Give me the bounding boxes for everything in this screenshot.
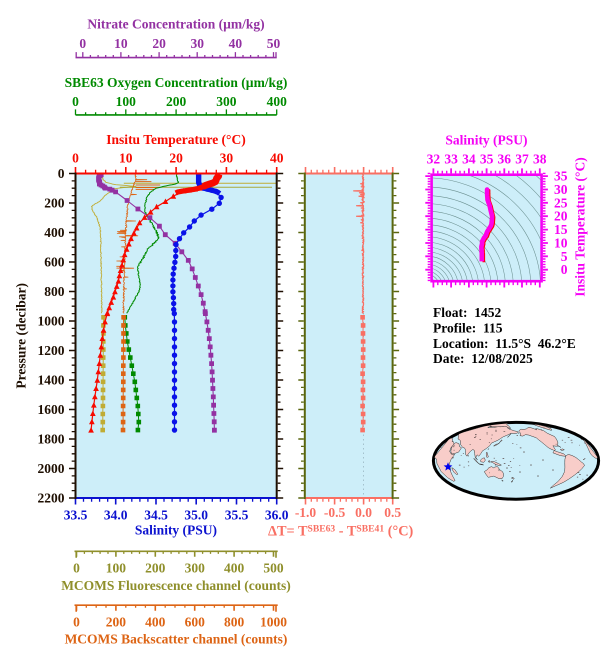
svg-text:35.5: 35.5 <box>225 508 249 523</box>
svg-text:Salinity (PSU): Salinity (PSU) <box>135 523 217 538</box>
svg-text:Location: 11.5°S 46.2°E: Location: 11.5°S 46.2°E <box>433 336 576 351</box>
svg-text:400: 400 <box>44 225 65 240</box>
svg-text:Profile: 115: Profile: 115 <box>433 320 503 335</box>
svg-text:200: 200 <box>145 560 166 575</box>
svg-text:40: 40 <box>270 151 284 166</box>
svg-text:500: 500 <box>263 560 284 575</box>
svg-text:30: 30 <box>220 151 234 166</box>
svg-text:0: 0 <box>72 151 79 166</box>
svg-text:-1.0: -1.0 <box>295 505 317 520</box>
svg-text:1600: 1600 <box>38 402 65 417</box>
svg-text:800: 800 <box>224 615 245 630</box>
svg-text:-0.5: -0.5 <box>324 505 346 520</box>
svg-text:400: 400 <box>145 615 166 630</box>
svg-text:30: 30 <box>554 182 568 197</box>
svg-text:Insitu Temperature (°C): Insitu Temperature (°C) <box>106 132 245 147</box>
svg-text:Insitu Temperature (°C): Insitu Temperature (°C) <box>573 157 588 296</box>
svg-text:40: 40 <box>229 36 243 51</box>
svg-text:MCOMS Fluorescence channel (co: MCOMS Fluorescence channel (counts) <box>61 578 291 593</box>
svg-text:35.0: 35.0 <box>184 508 208 523</box>
svg-text:0: 0 <box>73 560 80 575</box>
svg-text:0: 0 <box>72 94 79 109</box>
svg-text:600: 600 <box>185 615 206 630</box>
svg-text:MCOMS Backscatter channel (cou: MCOMS Backscatter channel (counts) <box>65 632 288 647</box>
svg-text:33.5: 33.5 <box>64 508 88 523</box>
svg-text:20: 20 <box>169 151 183 166</box>
svg-text:100: 100 <box>106 560 127 575</box>
svg-text:300: 300 <box>216 94 237 109</box>
svg-text:Salinity (PSU): Salinity (PSU) <box>445 133 527 148</box>
svg-text:Float: 1452: Float: 1452 <box>433 305 501 320</box>
svg-text:10: 10 <box>119 151 133 166</box>
svg-text:10: 10 <box>114 36 128 51</box>
svg-text:0: 0 <box>73 615 80 630</box>
svg-text:33: 33 <box>444 151 458 166</box>
svg-text:1200: 1200 <box>38 343 65 358</box>
svg-text:1000: 1000 <box>260 615 287 630</box>
svg-text:34.5: 34.5 <box>144 508 168 523</box>
svg-text:800: 800 <box>44 284 65 299</box>
svg-text:35: 35 <box>554 169 568 184</box>
svg-text:37: 37 <box>515 151 529 166</box>
svg-text:20: 20 <box>152 36 166 51</box>
svg-text:1800: 1800 <box>38 432 65 447</box>
svg-text:36.0: 36.0 <box>265 508 289 523</box>
svg-text:200: 200 <box>44 196 65 211</box>
svg-text:1400: 1400 <box>38 373 65 388</box>
svg-text:32: 32 <box>427 151 441 166</box>
svg-text:5: 5 <box>561 249 568 264</box>
svg-text:34: 34 <box>462 151 476 166</box>
svg-text:SBE63 Oxygen Concentration (µm: SBE63 Oxygen Concentration (µm/kg) <box>65 75 288 90</box>
svg-text:1000: 1000 <box>38 314 65 329</box>
svg-text:30: 30 <box>190 36 204 51</box>
svg-text:ΔT= TSBE63 - TSBE41 (°C): ΔT= TSBE63 - TSBE41 (°C) <box>268 524 414 540</box>
svg-text:25: 25 <box>554 195 568 210</box>
svg-text:20: 20 <box>554 209 568 224</box>
svg-text:15: 15 <box>554 222 568 237</box>
svg-text:36: 36 <box>498 151 512 166</box>
svg-text:100: 100 <box>116 94 137 109</box>
svg-text:200: 200 <box>106 615 127 630</box>
svg-text:400: 400 <box>267 94 288 109</box>
svg-text:34.0: 34.0 <box>104 508 128 523</box>
svg-text:35: 35 <box>480 151 494 166</box>
svg-text:400: 400 <box>224 560 245 575</box>
svg-text:Pressure (decibar): Pressure (decibar) <box>14 283 29 389</box>
svg-text:38: 38 <box>533 151 547 166</box>
svg-text:2000: 2000 <box>38 461 65 476</box>
svg-text:300: 300 <box>185 560 206 575</box>
svg-text:0.0: 0.0 <box>355 505 372 520</box>
svg-text:200: 200 <box>166 94 187 109</box>
svg-text:Nitrate Concentration (µm/kg): Nitrate Concentration (µm/kg) <box>87 17 264 32</box>
svg-text:0.5: 0.5 <box>384 505 401 520</box>
svg-text:0: 0 <box>79 36 86 51</box>
svg-text:0: 0 <box>58 166 65 181</box>
svg-text:2200: 2200 <box>38 491 65 506</box>
svg-text:50: 50 <box>267 36 281 51</box>
svg-text:10: 10 <box>554 236 568 251</box>
svg-text:600: 600 <box>44 255 65 270</box>
svg-text:0: 0 <box>561 262 568 277</box>
svg-text:Date: 12/08/2025: Date: 12/08/2025 <box>433 351 533 366</box>
